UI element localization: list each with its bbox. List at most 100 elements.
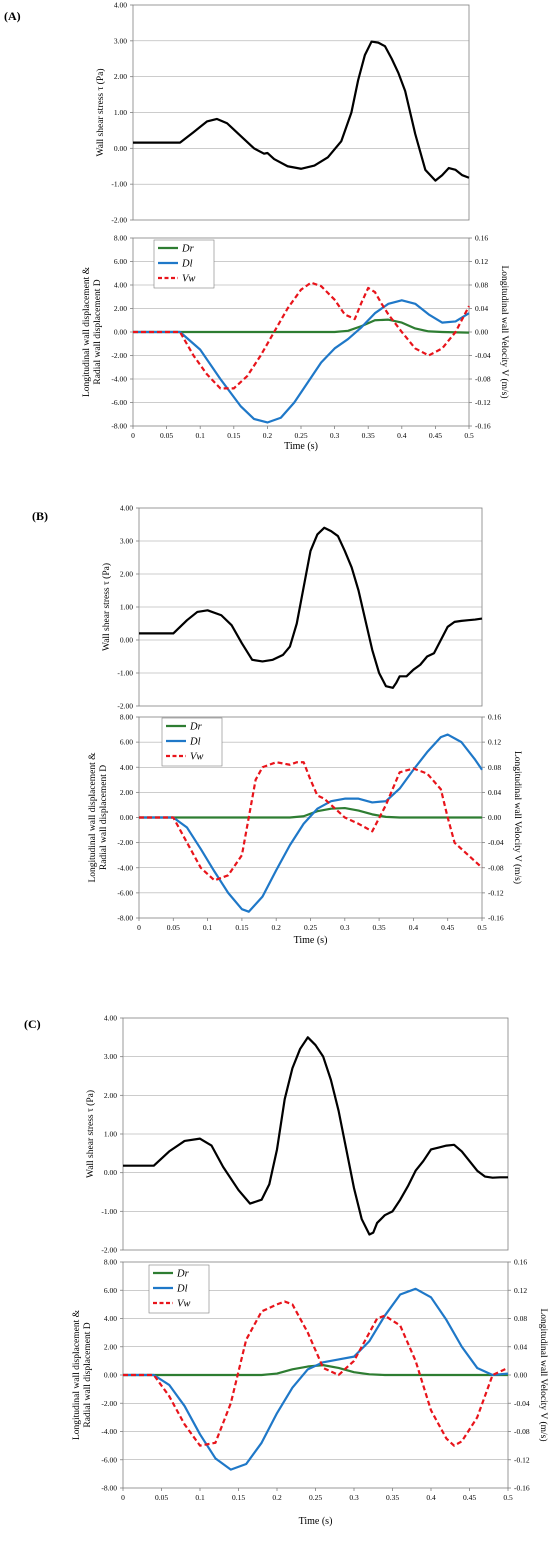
x-tick-label: 0.15: [232, 1493, 245, 1502]
y-tick-label: 8.00: [114, 234, 127, 243]
x-axis-label: Time (s): [299, 1516, 333, 1527]
x-tick-label: 0.05: [155, 1493, 168, 1502]
y-tick-label: 1.00: [114, 108, 127, 117]
y2-tick-label: -0.16: [488, 914, 504, 923]
x-axis-label: Time (s): [284, 441, 318, 452]
y-tick-label: -2.00: [117, 702, 133, 711]
y2-axis-label: Longitudinal wall Velocity V (m/s): [512, 751, 523, 884]
y-tick-label: 4.00: [104, 1014, 117, 1023]
displacement-chart: -8.00 -6.00 -4.00 -2.00 0.00 2.00 4.00 6.00 8.00…: [72, 1258, 549, 1528]
y-tick-label: 4.00: [114, 281, 127, 290]
x-tick-label: 0.05: [160, 431, 173, 440]
y2-tick-label: 0.08: [475, 281, 488, 290]
y-axis-label-line1: Radial wall displacement D: [93, 279, 103, 384]
y2-tick-label: -0.12: [514, 1455, 530, 1464]
series-Dr-line: [139, 806, 482, 819]
legend-label-Dr: Dr: [189, 722, 203, 733]
x-tick-label: 0.25: [309, 1493, 322, 1502]
y2-tick-label: 0.00: [475, 328, 488, 337]
y2-tick-label: -0.04: [475, 351, 491, 360]
y-tick-label: -1.00: [117, 669, 133, 678]
y-axis-label-line1: Radial wall displacement D: [83, 1322, 93, 1427]
y2-tick-label: -0.08: [514, 1427, 530, 1436]
y-tick-label: -2.00: [101, 1246, 117, 1255]
panel-1: (B) -2.00 -1.00 0.00 1.00 2.00 3.00 4.00 Wall sh…: [32, 504, 523, 947]
y-axis-label-line2: Longitudinal wall displacement &: [88, 752, 98, 883]
legend-label-Vw: Vw: [177, 1299, 190, 1310]
y-tick-label: -8.00: [111, 422, 127, 431]
x-tick-label: 0.15: [227, 431, 240, 440]
x-tick-label: 0.25: [294, 431, 307, 440]
series-Dr-line: [133, 318, 470, 334]
y2-tick-label: -0.08: [475, 375, 491, 384]
y-tick-label: 3.00: [120, 537, 133, 546]
y-tick-label: -1.00: [111, 180, 127, 189]
legend-label-Dl: Dl: [189, 737, 201, 748]
y2-tick-label: 0.04: [475, 304, 488, 313]
x-tick-label: 0.3: [349, 1493, 359, 1502]
legend-label-Dr: Dr: [181, 244, 195, 255]
series-Vw-line: [133, 281, 470, 390]
y-tick-label: -2.00: [111, 216, 127, 225]
y2-tick-label: 0.08: [514, 1314, 527, 1323]
legend-label-Dl: Dl: [176, 1284, 188, 1295]
y-tick-label: 2.00: [120, 570, 133, 579]
y-tick-label: 0.00: [104, 1168, 117, 1177]
y2-tick-label: 0.16: [475, 234, 488, 243]
y-tick-label: 0.00: [104, 1371, 117, 1380]
legend: Dr Dl Vw: [148, 1264, 210, 1314]
shear-stress-chart: -2.00 -1.00 0.00 1.00 2.00 3.00 4.00 Wall shear…: [101, 504, 483, 711]
x-tick-label: 0.35: [386, 1493, 399, 1502]
y-tick-label: 0.00: [114, 328, 127, 337]
y-tick-label: -6.00: [101, 1455, 117, 1464]
y-tick-label: -8.00: [101, 1484, 117, 1493]
y-tick-label: -2.00: [101, 1399, 117, 1408]
y2-axis-label: Longitudinal wall Velocity V (m/s): [499, 266, 510, 399]
x-tick-label: 0.1: [196, 431, 206, 440]
shear-stress-chart: -2.00 -1.00 0.00 1.00 2.00 3.00 4.00 Wall shear…: [85, 1014, 509, 1255]
y-tick-label: 0.00: [120, 813, 133, 822]
x-tick-label: 0: [131, 431, 135, 440]
x-tick-label: 0.1: [203, 923, 213, 932]
legend-label-Dl: Dl: [181, 259, 193, 270]
y2-tick-label: -0.04: [488, 838, 504, 847]
x-axis-label: Time (s): [294, 935, 328, 946]
y-tick-label: -2.00: [117, 838, 133, 847]
y2-tick-label: -0.08: [488, 863, 504, 872]
y2-tick-label: -0.16: [514, 1484, 530, 1493]
y-tick-label: 2.00: [120, 788, 133, 797]
y-tick-label: 1.00: [120, 603, 133, 612]
y-tick-label: -4.00: [117, 863, 133, 872]
y-tick-label: 4.00: [104, 1314, 117, 1323]
legend-label-Vw: Vw: [182, 274, 195, 285]
y2-tick-label: 0.04: [488, 788, 501, 797]
x-tick-label: 0.05: [167, 923, 180, 932]
y-tick-label: -4.00: [111, 375, 127, 384]
x-tick-label: 0.2: [272, 1493, 282, 1502]
x-tick-label: 0.4: [426, 1493, 436, 1502]
panel-label: (A): [4, 9, 21, 23]
x-tick-label: 0.5: [503, 1493, 513, 1502]
y-axis-label: Wall shear stress τ (Pa): [85, 1090, 96, 1178]
y-axis-label-line1: Radial wall displacement D: [99, 765, 109, 870]
series-Vw-line: [139, 761, 483, 882]
y-tick-label: 6.00: [104, 1286, 117, 1295]
y-tick-label: -8.00: [117, 914, 133, 923]
y-axis-label: Wall shear stress τ (Pa): [95, 68, 106, 156]
y-tick-label: 2.00: [114, 304, 127, 313]
y-axis-label: Wall shear stress τ (Pa): [101, 563, 112, 651]
y2-tick-label: 0.04: [514, 1342, 527, 1351]
y2-tick-label: -0.04: [514, 1399, 530, 1408]
x-tick-label: 0.4: [409, 923, 419, 932]
y2-tick-label: 0.16: [514, 1258, 527, 1267]
y-tick-label: 0.00: [114, 144, 127, 153]
y-axis-label-line2: Longitudinal wall displacement &: [82, 266, 92, 397]
panel-label: (C): [24, 1017, 41, 1031]
series-Vw-line: [123, 1300, 509, 1447]
y2-tick-label: -0.12: [475, 398, 491, 407]
legend: Dr Dl Vw: [153, 239, 215, 289]
x-tick-label: 0.45: [429, 431, 442, 440]
y-tick-label: 8.00: [104, 1258, 117, 1267]
y2-tick-label: 0.12: [488, 738, 501, 747]
